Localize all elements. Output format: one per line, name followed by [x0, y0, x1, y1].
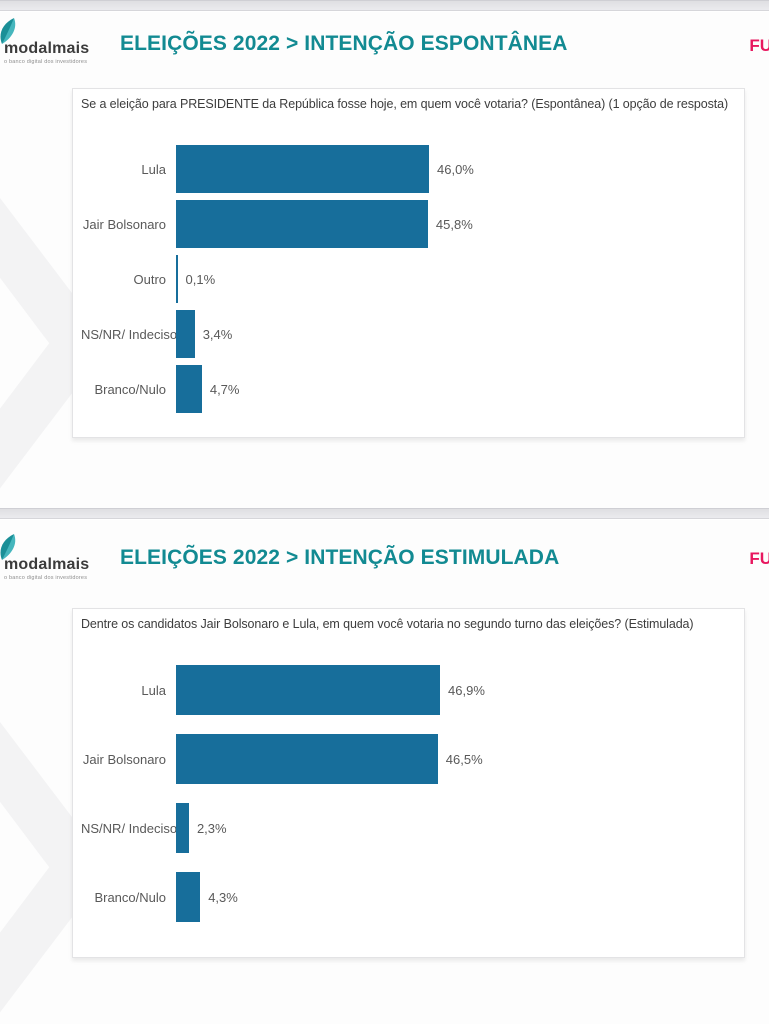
slide-header: modalmais o banco digital dos investidor…: [0, 12, 769, 82]
category-label: Outro: [133, 271, 166, 287]
chart-card: Se a eleição para PRESIDENTE da Repúblic…: [72, 88, 745, 438]
bar-fill: [176, 145, 429, 193]
survey-question: Se a eleição para PRESIDENTE da Repúblic…: [81, 97, 729, 111]
corner-brand-text: FU: [749, 549, 769, 568]
logo-tagline: o banco digital dos investidores: [4, 575, 88, 581]
slide-divider: [0, 508, 769, 519]
bar-fill: [176, 365, 202, 413]
category-label: Lula: [141, 161, 166, 177]
logo-brand: modalmais: [4, 40, 90, 57]
bar-track: 46,0%: [176, 145, 736, 193]
value-label: 46,9%: [448, 682, 485, 698]
bar-row: Jair Bolsonaro 46,5%: [81, 734, 736, 784]
category-label: Jair Bolsonaro: [82, 751, 166, 767]
modalmais-leaf-icon: [0, 18, 16, 44]
category-label: Branco/Nulo: [94, 889, 166, 905]
slide-title: ELEIÇÕES 2022 > INTENÇÃO ESTIMULADA: [120, 546, 560, 569]
slide-intencao-estimulada: modalmais o banco digital dos investidor…: [0, 520, 769, 1024]
value-label: 2,3%: [196, 820, 227, 836]
chart-card: Dentre os candidatos Jair Bolsonaro e Lu…: [72, 608, 745, 958]
value-label: 46,0%: [437, 161, 474, 177]
survey-question: Dentre os candidatos Jair Bolsonaro e Lu…: [81, 617, 694, 631]
category-label: Branco/Nulo: [94, 381, 166, 397]
slide-header: modalmais o banco digital dos investidor…: [0, 520, 769, 590]
bar-fill: [176, 310, 195, 358]
bar-fill: [176, 200, 428, 248]
bar-row: Outro 0,1%: [81, 255, 736, 303]
bar-row: Branco/Nulo 4,7%: [81, 365, 736, 413]
bar-row: Lula 46,0%: [81, 145, 736, 193]
bar-row: Jair Bolsonaro 45,8%: [81, 200, 736, 248]
bar-track: 45,8%: [176, 200, 736, 248]
bar-fill: [176, 803, 189, 853]
value-label: 4,7%: [209, 381, 240, 397]
bar-track: 0,1%: [176, 255, 736, 303]
category-label: Jair Bolsonaro: [82, 216, 166, 232]
bar-row: NS/NR/ Indeciso 3,4%: [81, 310, 736, 358]
bar-fill: [176, 734, 438, 784]
page-top-divider: [0, 0, 769, 11]
bar-track: 4,7%: [176, 365, 736, 413]
bar-track: 46,5%: [176, 734, 736, 784]
bar-fill: [176, 872, 201, 922]
logo-brand: modalmais: [4, 556, 90, 573]
bar-chart-estimulada: Lula 46,9% Jair Bolsonaro 46,5% NS/NR/ Indec…: [81, 665, 736, 941]
bar-track: 2,3%: [176, 803, 736, 853]
category-label: NS/NR/ Indeciso: [81, 326, 178, 342]
bar-row: Lula 46,9%: [81, 665, 736, 715]
value-label: 45,8%: [435, 216, 473, 232]
bar-fill: [176, 665, 441, 715]
value-label: 3,4%: [202, 326, 233, 342]
logo-tagline: o banco digital dos investidores: [4, 59, 88, 65]
bar-track: 46,9%: [176, 665, 736, 715]
value-label: 46,5%: [445, 751, 483, 767]
bar-fill: [176, 255, 178, 303]
logo-text: modalmais o banco digital dos investidor…: [4, 556, 114, 581]
modalmais-leaf-icon: [0, 534, 16, 560]
slide-intencao-espontanea: modalmais o banco digital dos investidor…: [0, 12, 769, 508]
bar-track: 3,4%: [176, 310, 736, 358]
bar-row: NS/NR/ Indeciso 2,3%: [81, 803, 736, 853]
bar-chart-espontanea: Lula 46,0% Jair Bolsonaro 45,8% Outro 0,1% NS/…: [81, 145, 736, 420]
bar-track: 4,3%: [176, 872, 736, 922]
category-label: Lula: [141, 682, 166, 698]
corner-brand-text: FU: [749, 36, 769, 55]
value-label: 0,1%: [185, 271, 216, 287]
category-label: NS/NR/ Indeciso: [81, 820, 178, 836]
bar-row: Branco/Nulo 4,3%: [81, 872, 736, 922]
slide-title: ELEIÇÕES 2022 > INTENÇÃO ESPONTÂNEA: [120, 32, 568, 55]
logo-text: modalmais o banco digital dos investidor…: [4, 40, 114, 65]
value-label: 4,3%: [208, 889, 238, 905]
